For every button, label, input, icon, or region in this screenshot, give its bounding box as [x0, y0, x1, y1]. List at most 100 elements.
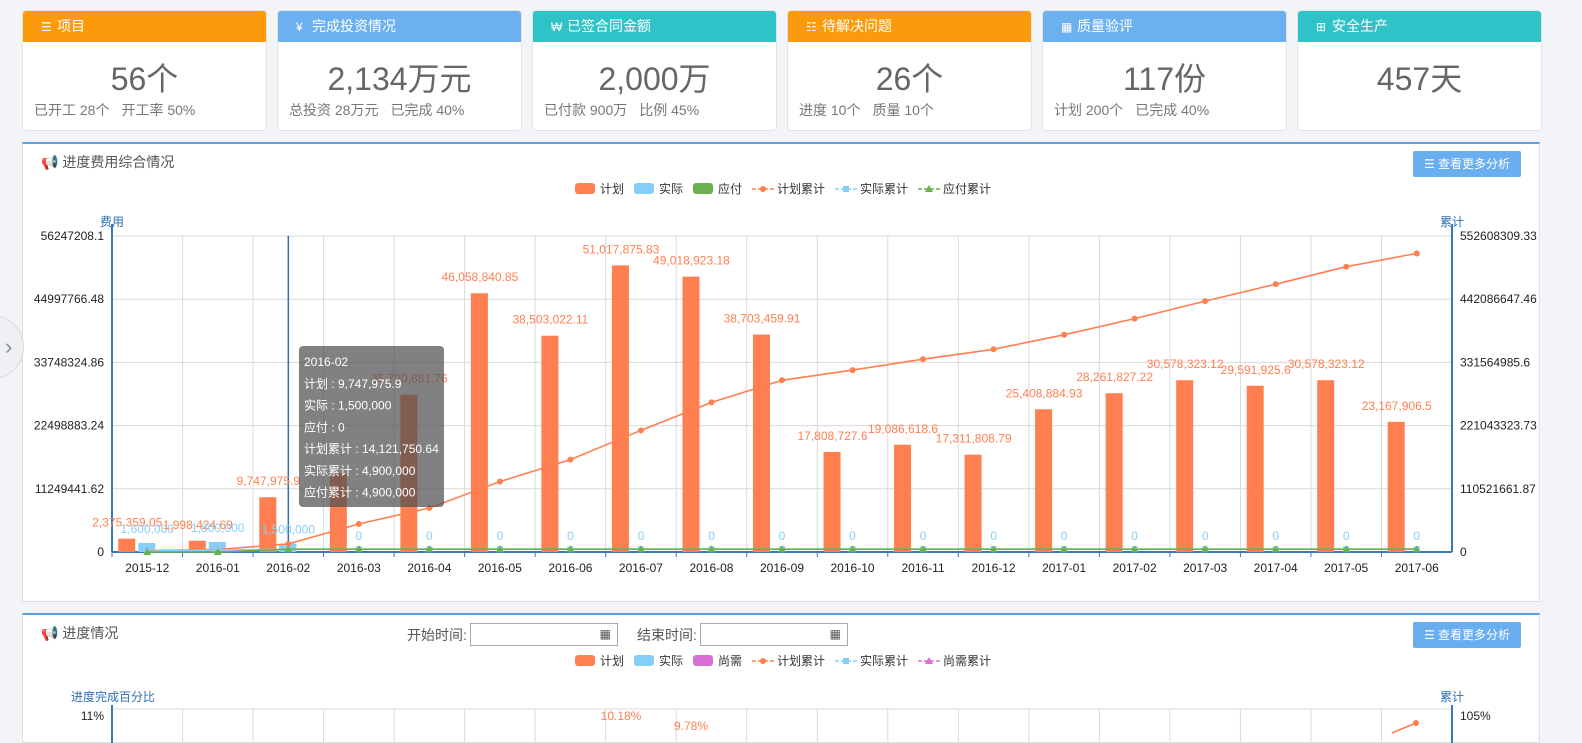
- line-point[interactable]: [1060, 545, 1069, 553]
- cost-chart[interactable]: 计划 实际 应付 计划累计 实际累计 应付累计 0 11249441.62 22498883.2…: [23, 144, 1539, 600]
- line-point[interactable]: [1342, 545, 1351, 553]
- card-subtext: 已开工 28个 开工率 50%: [23, 100, 266, 120]
- bar-actual-label: 0: [355, 529, 362, 543]
- list-ol-icon: ☷: [806, 20, 817, 34]
- line-point[interactable]: [849, 367, 856, 374]
- line-point[interactable]: [1130, 545, 1139, 553]
- legend-label: 实际: [659, 181, 683, 196]
- line-point[interactable]: [284, 545, 293, 553]
- bar-plan[interactable]: [682, 276, 700, 552]
- line-point[interactable]: [1272, 281, 1279, 288]
- line-point[interactable]: [496, 478, 503, 485]
- bar-plan[interactable]: [118, 538, 136, 552]
- line-point[interactable]: [636, 545, 645, 553]
- legend-item[interactable]: 计划累计: [752, 654, 825, 668]
- line-point[interactable]: [213, 548, 222, 555]
- x-tick-label: 2016-11: [901, 561, 944, 575]
- line-point[interactable]: [355, 520, 362, 527]
- card-value: 2,000万: [598, 61, 711, 97]
- line-point[interactable]: [708, 399, 715, 406]
- bar-plan[interactable]: [259, 497, 277, 552]
- summary-card[interactable]: ⊞ 安全生产 457天: [1297, 10, 1542, 131]
- line-point[interactable]: [425, 545, 434, 553]
- bar-plan[interactable]: [611, 265, 629, 552]
- more-analysis-button[interactable]: ☰ 查看更多分析: [1413, 151, 1521, 177]
- bar-actual-label: 0: [426, 529, 433, 543]
- legend-item[interactable]: 实际: [634, 653, 683, 668]
- legend-swatch: [575, 655, 595, 666]
- line-point[interactable]: [848, 545, 857, 553]
- line-point[interactable]: [778, 545, 786, 553]
- legend-item[interactable]: 尚需: [693, 654, 742, 668]
- bar-plan[interactable]: [470, 293, 488, 552]
- card-title: 安全生产: [1332, 18, 1388, 34]
- line-point[interactable]: [920, 356, 927, 363]
- card-sub-item: 已完成 40%: [1135, 102, 1210, 118]
- summary-card[interactable]: ▦ 质量验评 117份 计划 200个 已完成 40%: [1042, 10, 1287, 131]
- card-subtext: 进度 10个 质量 10个: [788, 100, 1031, 120]
- bar-plan[interactable]: [1317, 380, 1335, 552]
- legend-item[interactable]: 计划累计: [752, 182, 825, 196]
- legend-item[interactable]: 实际累计: [835, 653, 908, 668]
- line-point[interactable]: [566, 545, 575, 553]
- x-tick-label: 2016-06: [548, 561, 592, 575]
- line-point[interactable]: [1412, 545, 1421, 553]
- calendar-icon[interactable]: ▦: [599, 627, 611, 641]
- legend-item[interactable]: 尚需累计: [918, 654, 991, 668]
- summary-cards: ☰ 项目 56个 已开工 28个 开工率 50% ¥ 完成投资情况 2,134万元 总投资 28…: [22, 10, 1542, 132]
- legend-item[interactable]: 计划: [575, 182, 624, 196]
- line-point[interactable]: [285, 540, 292, 547]
- bar-plan[interactable]: [964, 454, 982, 552]
- line-point[interactable]: [1202, 298, 1209, 305]
- line-point[interactable]: [143, 548, 152, 555]
- legend-swatch: [693, 655, 713, 666]
- legend-item[interactable]: 应付累计: [918, 181, 991, 196]
- cost-panel-title-text: 进度费用综合情况: [62, 154, 175, 170]
- legend-item[interactable]: 应付: [693, 181, 742, 196]
- more-analysis-button-2[interactable]: ☰ 查看更多分析: [1413, 622, 1521, 648]
- line-point[interactable]: [779, 377, 785, 384]
- summary-card[interactable]: ☷ 待解决问题 26个 进度 10个 质量 10个: [787, 10, 1032, 131]
- line-point[interactable]: [637, 427, 644, 434]
- line-point[interactable]: [1201, 545, 1210, 553]
- summary-card[interactable]: ₩ 已签合同金额 2,000万 已付款 900万 比例 45%: [532, 10, 777, 131]
- bar-actual[interactable]: [138, 543, 156, 552]
- bar-plan[interactable]: [1176, 380, 1194, 552]
- line-point[interactable]: [1413, 250, 1420, 257]
- line-point[interactable]: [1271, 545, 1280, 553]
- line-point[interactable]: [989, 545, 998, 553]
- line-point[interactable]: [707, 545, 716, 553]
- calendar-icon[interactable]: ▦: [829, 627, 841, 641]
- legend-item[interactable]: 计划: [575, 654, 624, 668]
- x-tick-label: 2016-09: [760, 561, 804, 575]
- bar-plan[interactable]: [753, 334, 770, 552]
- line-point[interactable]: [990, 346, 997, 353]
- chart-tooltip: 2016-02 计划 : 9,747,975.9 实际 : 1,500,000 应付 …: [299, 346, 444, 507]
- bar-plan[interactable]: [541, 335, 559, 552]
- line-point[interactable]: [1061, 331, 1068, 338]
- line-point[interactable]: [354, 545, 363, 553]
- bar-plan[interactable]: [1035, 409, 1053, 552]
- start-time-input[interactable]: ▦: [470, 623, 618, 646]
- bar-plan[interactable]: [1105, 393, 1123, 552]
- end-time-input[interactable]: ▦: [700, 623, 848, 646]
- bar-plan[interactable]: [894, 444, 912, 552]
- bar-plan[interactable]: [188, 540, 206, 552]
- line-point[interactable]: [1413, 720, 1419, 726]
- line-point[interactable]: [1343, 263, 1350, 270]
- collapse-arrow-button[interactable]: ›: [0, 315, 24, 379]
- bar-plan[interactable]: [1387, 421, 1405, 552]
- summary-card[interactable]: ¥ 完成投资情况 2,134万元 总投资 28万元 已完成 40%: [277, 10, 522, 131]
- line-point[interactable]: [567, 456, 574, 463]
- legend-item[interactable]: 实际累计: [835, 181, 908, 196]
- bar-plan-label: 17,311,808.79: [936, 432, 1012, 446]
- line-point[interactable]: [1131, 315, 1138, 322]
- bar-plan[interactable]: [1246, 385, 1264, 552]
- legend-item[interactable]: 实际: [634, 181, 683, 196]
- bar-plan[interactable]: [823, 451, 841, 552]
- line-point[interactable]: [919, 545, 928, 553]
- x-tick-label: 2016-08: [689, 561, 733, 575]
- line-point[interactable]: [495, 545, 504, 553]
- summary-card[interactable]: ☰ 项目 56个 已开工 28个 开工率 50%: [22, 10, 267, 131]
